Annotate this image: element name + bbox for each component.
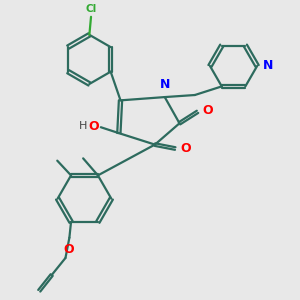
Text: O: O <box>88 120 99 133</box>
Text: N: N <box>160 78 170 91</box>
Text: O: O <box>202 104 213 117</box>
Text: Cl: Cl <box>85 4 97 14</box>
Text: N: N <box>263 59 273 73</box>
Text: O: O <box>180 142 191 155</box>
Text: O: O <box>63 243 74 256</box>
Text: H: H <box>79 121 87 131</box>
